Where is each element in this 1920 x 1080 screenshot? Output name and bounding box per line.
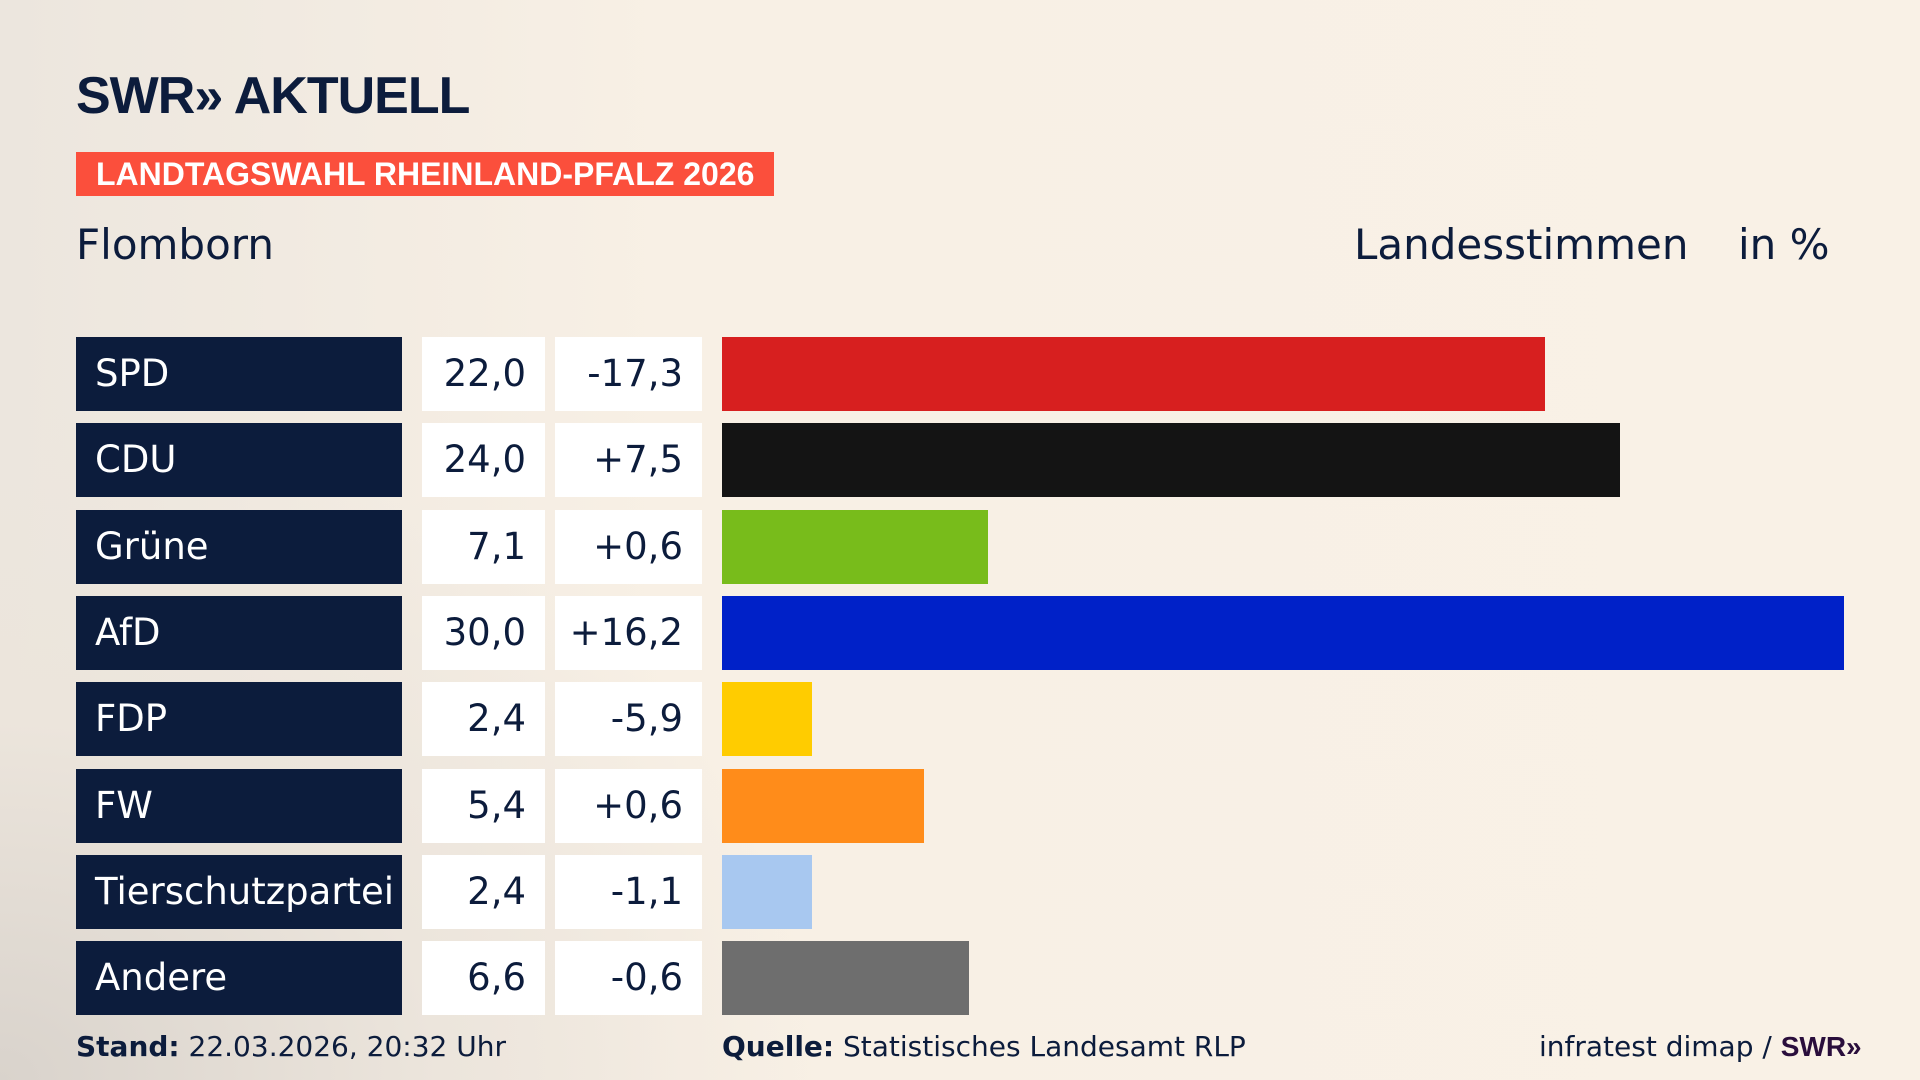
vote-share: 22,0	[422, 337, 545, 411]
bar-grüne	[722, 509, 988, 584]
bar-tierschutzpartei	[722, 854, 812, 929]
vote-share: 30,0	[422, 595, 545, 670]
vote-share: 2,4	[422, 854, 545, 929]
stand: Stand: 22.03.2026, 20:32 Uhr	[76, 1030, 506, 1063]
result-row: FW 5,4 +0,6	[0, 768, 1920, 843]
swr-logo: SWR»	[1780, 1031, 1862, 1062]
vote-change: +7,5	[555, 423, 702, 498]
vote-share: 24,0	[422, 423, 545, 498]
vote-change: -1,1	[555, 854, 702, 929]
result-row: Andere 6,6 -0,6	[0, 941, 1920, 1016]
place-title: Flomborn	[76, 220, 274, 269]
measure-label: Landesstimmen	[1354, 220, 1689, 269]
stand-value: 22.03.2026, 20:32 Uhr	[188, 1030, 506, 1063]
result-row: SPD 22,0 -17,3	[0, 337, 1920, 411]
vote-change: -5,9	[555, 682, 702, 757]
party-name: Tierschutzpartei	[76, 854, 402, 929]
vote-share: 5,4	[422, 768, 545, 843]
vote-share: 7,1	[422, 509, 545, 584]
vote-share: 2,4	[422, 682, 545, 757]
bar-spd	[722, 337, 1545, 411]
party-name: Andere	[76, 941, 402, 1016]
party-name: SPD	[76, 337, 402, 411]
party-name: Grüne	[76, 509, 402, 584]
credit-text: infratest dimap /	[1539, 1030, 1772, 1063]
bar-andere	[722, 941, 969, 1016]
source-label: Quelle:	[722, 1030, 835, 1063]
result-row: FDP 2,4 -5,9	[0, 682, 1920, 757]
vote-change: +16,2	[555, 595, 702, 670]
vote-change: -0,6	[555, 941, 702, 1016]
vote-share: 6,6	[422, 941, 545, 1016]
bar-cdu	[722, 423, 1620, 498]
source: Quelle: Statistisches Landesamt RLP	[722, 1030, 1246, 1063]
vote-change: -17,3	[555, 337, 702, 411]
vote-change: +0,6	[555, 509, 702, 584]
result-row: CDU 24,0 +7,5	[0, 423, 1920, 498]
bar-fw	[722, 768, 924, 843]
result-row: Grüne 7,1 +0,6	[0, 509, 1920, 584]
bar-afd	[722, 595, 1844, 670]
election-banner: LANDTAGSWAHL RHEINLAND-PFALZ 2026	[76, 152, 775, 196]
party-name: FW	[76, 768, 402, 843]
result-row: Tierschutzpartei 2,4 -1,1	[0, 854, 1920, 929]
vote-change: +0,6	[555, 768, 702, 843]
result-row: AfD 30,0 +16,2	[0, 595, 1920, 670]
stand-label: Stand:	[76, 1030, 180, 1063]
party-name: CDU	[76, 423, 402, 498]
credit: infratest dimap / SWR»	[1539, 1030, 1862, 1063]
party-name: AfD	[76, 595, 402, 670]
swr-aktuell-logo: SWR» AKTUELL	[76, 67, 470, 125]
unit-label: in %	[1738, 220, 1830, 269]
bar-fdp	[722, 682, 812, 757]
party-name: FDP	[76, 682, 402, 757]
source-value: Statistisches Landesamt RLP	[843, 1030, 1246, 1063]
